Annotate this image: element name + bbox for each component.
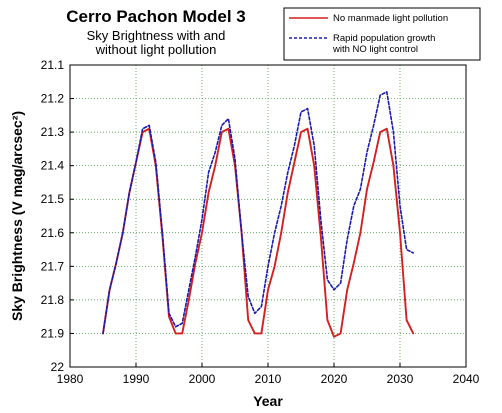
x-tick-label: 2040 — [453, 372, 480, 386]
plot-frame — [69, 64, 467, 368]
legend-box — [283, 7, 481, 61]
legend-label-rapid-growth-line1: Rapid population growth — [333, 33, 435, 44]
y-tick-label: 21.7 — [41, 259, 65, 273]
x-tick-label: 2000 — [189, 372, 216, 386]
x-tick-label: 2020 — [321, 372, 348, 386]
series-line-no-pollution — [102, 127, 415, 338]
y-tick-label: 21.3 — [41, 125, 65, 139]
y-tick-label: 21.2 — [41, 92, 65, 106]
series-line-rapid-growth — [102, 91, 414, 335]
legend-label-rapid-growth-line2: with NO light control — [332, 44, 418, 55]
axis-ticks: 1980 1990 2000 2010 2020 2030 2040 21.1 21.2 21.3… — [41, 58, 480, 386]
series-layer — [102, 91, 415, 338]
y-tick-label: 21.8 — [41, 293, 65, 307]
x-axis-label: Year — [253, 393, 283, 409]
legend-label-no-pollution: No manmade light pollution — [333, 13, 448, 24]
legend: No manmade light pollution Rapid populat… — [283, 7, 481, 61]
y-axis-label: Sky Brightness (V mag/arcsec²) — [9, 111, 25, 321]
y-tick-label: 22 — [51, 360, 65, 374]
chart-subtitle-line1: Sky Brightness with and — [87, 28, 226, 43]
y-tick-label: 21.4 — [41, 159, 65, 173]
y-tick-label: 21.6 — [41, 226, 65, 240]
x-tick-label: 2030 — [387, 372, 414, 386]
y-tick-label: 21.9 — [41, 326, 65, 340]
y-tick-label: 21.1 — [41, 58, 65, 72]
x-tick-label: 1990 — [123, 372, 150, 386]
chart-subtitle-line2: without light pollution — [95, 42, 217, 57]
x-tick-label: 2010 — [255, 372, 282, 386]
y-tick-label: 21.5 — [41, 192, 65, 206]
chart-title: Cerro Pachon Model 3 — [66, 7, 245, 26]
x-tick-label: 1980 — [57, 372, 84, 386]
